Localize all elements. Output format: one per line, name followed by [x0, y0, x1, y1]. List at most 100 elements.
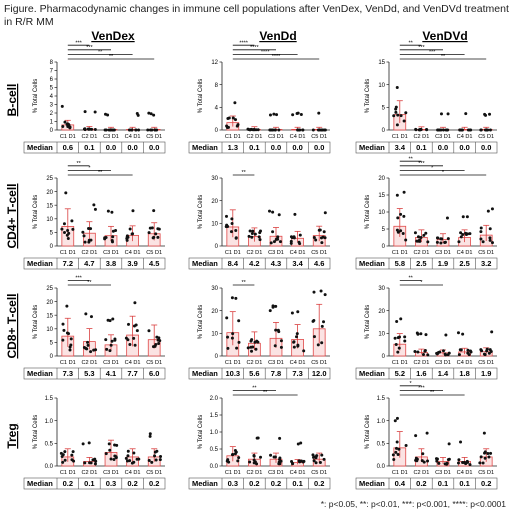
y-tick-label: 10 [211, 222, 218, 228]
y-tick-label: 1.5 [377, 396, 386, 402]
data-point [249, 339, 253, 343]
median-value: 3.2 [481, 259, 491, 268]
median-value: 5.8 [395, 259, 405, 268]
y-tick-label: 6 [50, 77, 54, 83]
data-point [399, 114, 403, 118]
median-value: 7.3 [292, 369, 302, 378]
data-point [395, 86, 399, 90]
median-row-label: Median [359, 369, 385, 378]
data-point [155, 335, 159, 339]
significance-label: ** [441, 54, 446, 60]
data-point [478, 461, 482, 465]
data-point [270, 128, 274, 132]
data-point [272, 455, 276, 459]
data-point [148, 226, 152, 230]
y-tick-label: 5 [50, 86, 54, 92]
x-tick-label: C3 D1 [103, 360, 119, 366]
y-tick-label: 4 [50, 94, 54, 100]
data-point [486, 451, 490, 455]
data-point [125, 234, 129, 238]
data-point [460, 128, 464, 132]
data-point [71, 227, 75, 231]
data-point [248, 229, 252, 233]
significance-label: *** [429, 50, 436, 56]
data-point [323, 211, 327, 215]
y-tick-label: 10 [46, 217, 53, 223]
median-value: 8.4 [228, 259, 239, 268]
data-point [274, 304, 278, 308]
data-point [62, 222, 66, 226]
y-tick-label: 25 [46, 286, 53, 292]
median-value: 0.1 [84, 143, 94, 152]
data-point [231, 116, 235, 120]
x-tick-label: C1 D1 [392, 134, 408, 140]
data-point [319, 289, 323, 293]
data-point [84, 312, 88, 316]
data-point [86, 343, 90, 347]
x-tick-label: C3 D1 [435, 250, 451, 256]
data-point [278, 456, 282, 460]
data-point [289, 241, 293, 245]
data-point [299, 112, 303, 116]
y-tick-label: 0 [215, 128, 219, 134]
median-value: 1.9 [438, 259, 448, 268]
x-tick-label: C5 D1 [146, 134, 162, 140]
data-point [106, 113, 110, 117]
median-value: 0.2 [127, 479, 137, 488]
data-point [65, 304, 69, 308]
data-point [254, 347, 258, 351]
data-point [110, 239, 114, 243]
data-point [231, 453, 235, 457]
y-tick-label: 20 [211, 199, 218, 205]
data-point [437, 461, 441, 465]
x-tick-label: C2 D1 [413, 470, 429, 476]
y-tick-label: 20 [46, 300, 53, 306]
median-value: 0.2 [314, 479, 324, 488]
median-value: 3.4 [292, 259, 303, 268]
data-point [61, 460, 65, 464]
data-point [395, 228, 399, 232]
data-point [70, 453, 74, 457]
median-table [23, 141, 166, 154]
data-point [273, 128, 277, 132]
data-point [229, 230, 233, 234]
data-point [125, 459, 129, 463]
data-point [68, 348, 72, 352]
data-point [297, 240, 301, 244]
data-point [134, 323, 138, 327]
data-point [489, 350, 493, 354]
data-point [279, 345, 283, 349]
x-tick-label: C1 D1 [60, 134, 76, 140]
data-point [487, 455, 491, 459]
data-point [468, 232, 472, 236]
x-tick-label: C1 D1 [225, 250, 241, 256]
data-point [435, 351, 439, 355]
y-axis-label: % Total Cells [198, 305, 204, 340]
data-point [153, 128, 157, 132]
data-point [446, 237, 450, 241]
median-value: 5.6 [249, 369, 259, 378]
data-point [128, 227, 132, 231]
y-tick-label: 0 [215, 354, 219, 360]
data-point [423, 349, 427, 353]
y-tick-label: 30 [211, 176, 218, 182]
panel-treg-vendex: 0.0 0.5 1.0 1.5 % Total Cells C1 D1 C2 D1 C3 D1… [23, 396, 166, 490]
median-row-label: Median [359, 143, 385, 152]
y-axis-label: % Total Cells [365, 415, 371, 450]
data-point [226, 458, 230, 462]
median-value: 0.4 [395, 479, 406, 488]
data-point [462, 461, 466, 465]
data-point [111, 317, 115, 321]
data-point [312, 459, 316, 463]
data-point [314, 238, 318, 242]
data-point [457, 353, 461, 357]
data-point [124, 456, 128, 460]
data-point [272, 240, 276, 244]
data-point [297, 128, 301, 132]
data-point [271, 230, 275, 234]
data-point [396, 452, 400, 456]
data-point [104, 338, 108, 342]
row-label-b-cell: B-cell [5, 84, 19, 117]
data-point [273, 344, 277, 348]
